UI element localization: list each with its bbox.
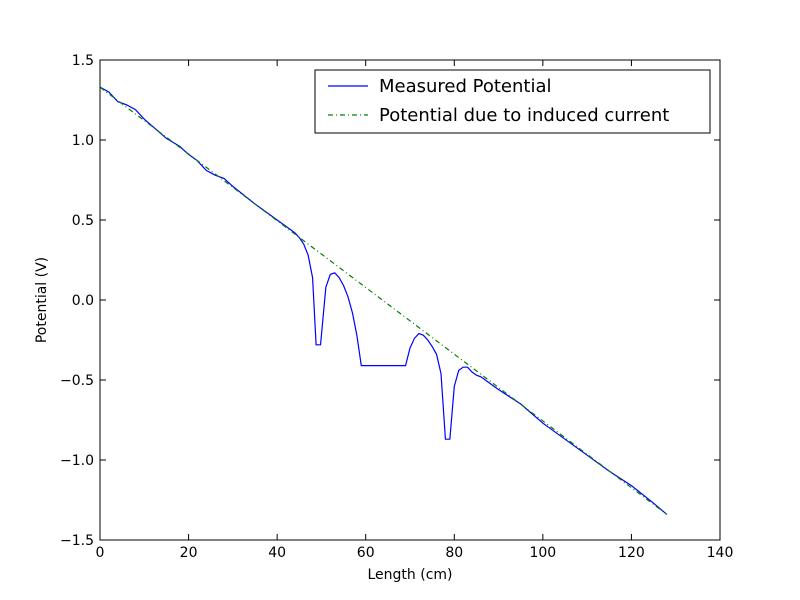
y-axis: −1.5 −1.0 −0.5 0.0 0.5 1.0 1.5 (60, 53, 720, 549)
x-tick-label: 60 (357, 545, 375, 561)
series-layer (99, 86, 668, 515)
legend-label-measured-potential: Measured Potential (379, 76, 552, 97)
y-tick-label: 0.0 (72, 293, 94, 309)
legend: Measured Potential Potential due to indu… (314, 69, 711, 134)
x-tick-label: 120 (618, 545, 645, 561)
y-tick-label: 1.0 (72, 133, 94, 149)
x-axis: 0 20 40 60 80 100 120 140 (96, 60, 734, 561)
y-tick-label: −1.5 (60, 533, 94, 549)
legend-label-induced-current: Potential due to induced current (379, 105, 669, 126)
y-tick-label: 0.5 (72, 213, 94, 229)
y-tick-label: 1.5 (72, 53, 94, 69)
x-axis-label: Length (cm) (368, 567, 453, 583)
y-tick-label: −1.0 (60, 453, 94, 469)
legend-box (314, 69, 711, 134)
plot-background (100, 60, 720, 540)
x-tick-label: 100 (529, 545, 556, 561)
x-tick-label: 20 (180, 545, 198, 561)
x-tick-label: 40 (268, 545, 286, 561)
x-tick-label: 80 (445, 545, 463, 561)
x-tick-label: 140 (707, 545, 734, 561)
y-axis-label: Potential (V) (34, 257, 50, 343)
series-line-0 (99, 86, 668, 515)
y-tick-label: −0.5 (60, 373, 94, 389)
x-tick-label: 0 (96, 545, 105, 561)
series-line-1 (99, 86, 668, 515)
